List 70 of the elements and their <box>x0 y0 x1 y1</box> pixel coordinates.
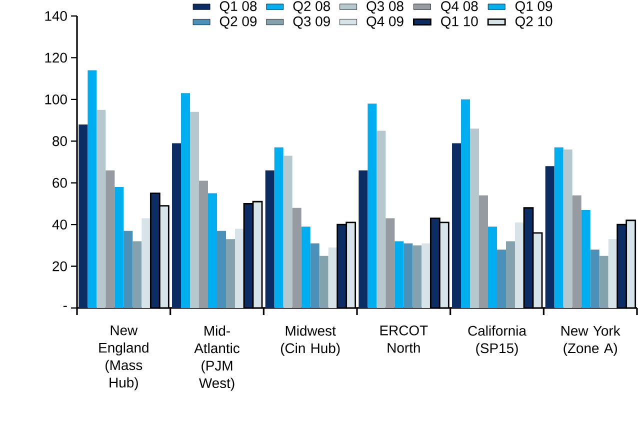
bar <box>283 156 292 308</box>
legend-label: Q1 09 <box>515 1 552 14</box>
legend-label: Q3 09 <box>293 16 330 29</box>
bar <box>124 230 133 308</box>
legend-label: Q2 10 <box>515 16 552 29</box>
y-tick-label: 120 <box>45 52 67 63</box>
x-tick-label: New England (Mass Hub) <box>99 326 148 390</box>
bar <box>132 241 142 308</box>
bar <box>386 218 395 308</box>
y-tick-label: 80 <box>52 136 67 146</box>
y-tick-label: 100 <box>45 94 67 104</box>
y-tick-label: 60 <box>52 178 67 188</box>
bar <box>319 256 328 308</box>
bar <box>506 241 516 308</box>
bar <box>599 256 608 308</box>
bar <box>368 104 377 308</box>
bar <box>208 193 218 308</box>
x-tick-label: ERCOT North <box>380 325 428 353</box>
bar <box>461 99 470 308</box>
bar <box>545 166 554 308</box>
bar <box>181 93 190 308</box>
bar <box>422 243 431 308</box>
bar <box>142 218 151 308</box>
bar <box>226 239 236 308</box>
bar <box>515 222 524 308</box>
bar <box>274 147 284 308</box>
bar <box>358 170 368 308</box>
bar <box>554 147 564 308</box>
y-tick-label: 20 <box>52 261 67 272</box>
bar <box>572 195 582 308</box>
bar <box>590 250 600 308</box>
bar <box>479 195 488 308</box>
bar <box>301 226 310 308</box>
bar <box>265 170 274 308</box>
bar <box>199 180 208 308</box>
legend-label: Q4 08 <box>441 1 478 14</box>
x-tick-label: Mid-Atlantic (PJM West) <box>194 326 240 391</box>
bar <box>235 228 244 308</box>
y-tick-label: 140 <box>45 11 67 21</box>
bar <box>497 250 506 308</box>
bar <box>172 143 182 308</box>
x-tick-label: California (SP15) <box>468 326 526 356</box>
legend-label: Q1 08 <box>220 1 257 14</box>
legend-label: Q2 08 <box>293 1 330 14</box>
legend-label: Q3 08 <box>366 1 404 14</box>
bar <box>114 187 124 308</box>
y-tick-label: - <box>63 306 67 307</box>
bar <box>217 230 226 308</box>
bar <box>563 149 572 308</box>
bar <box>412 245 422 308</box>
bar <box>292 208 302 308</box>
bar <box>488 226 498 308</box>
legend-label: Q2 09 <box>220 16 257 29</box>
bar <box>376 130 386 308</box>
bar <box>581 210 590 308</box>
bar <box>88 70 97 308</box>
legend-label: Q4 09 <box>366 16 404 29</box>
bar <box>470 128 480 308</box>
bar <box>190 112 200 308</box>
y-tick-label: 40 <box>52 220 67 230</box>
bar <box>78 124 88 308</box>
bar <box>106 170 115 308</box>
x-tick-label: New York (Zone A) <box>562 326 620 356</box>
x-tick-label: Midwest (Cin Hub) <box>280 326 340 356</box>
bar <box>394 241 404 308</box>
bar <box>96 110 106 308</box>
bar <box>452 143 462 308</box>
bar <box>404 243 413 308</box>
legend-label: Q1 10 <box>441 16 478 29</box>
bar <box>310 243 320 308</box>
